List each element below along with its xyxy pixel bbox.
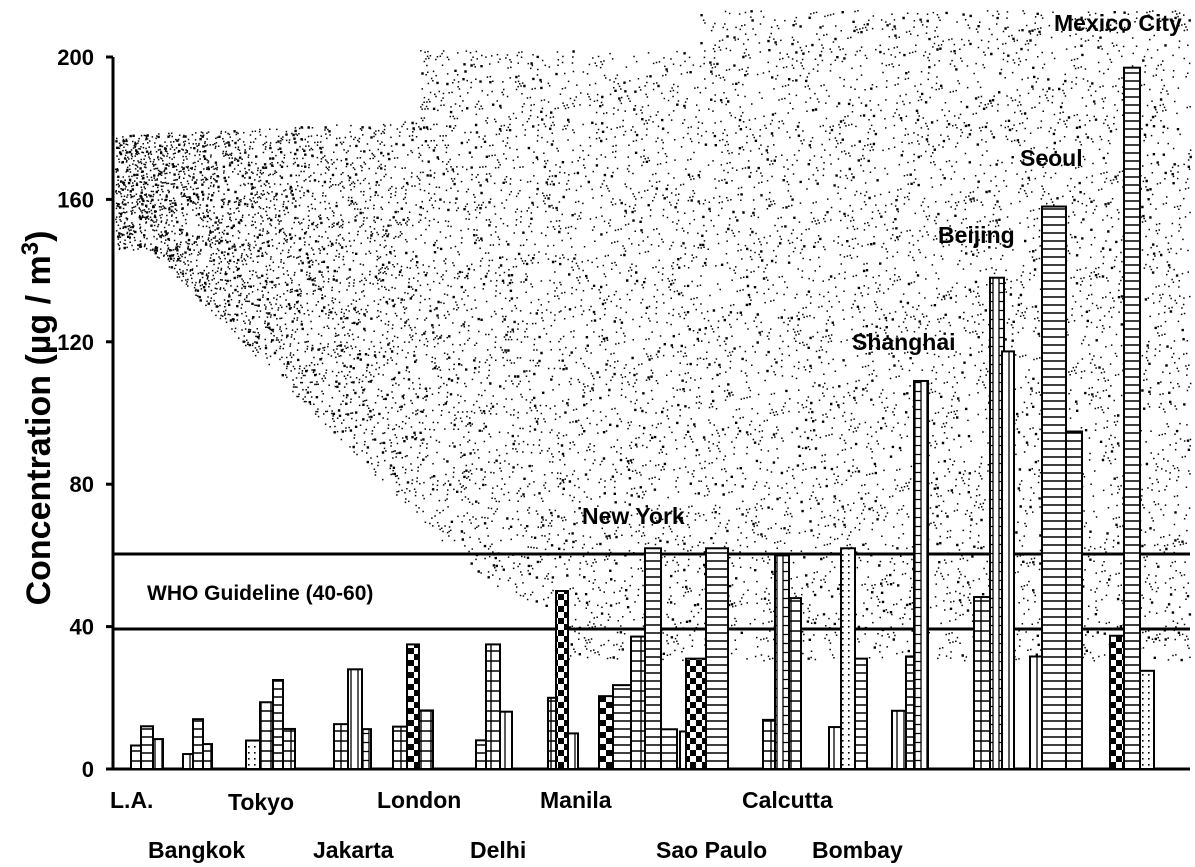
tower-0-1 (140, 725, 154, 771)
tower-8-2 (705, 547, 729, 771)
tower-2-2 (272, 679, 284, 770)
city-label-seoul: Seoul (1020, 145, 1083, 171)
building-calcutta (762, 554, 802, 771)
tower-0-2 (152, 738, 164, 771)
tower-7-2 (630, 635, 646, 770)
tower-12-2 (1001, 350, 1015, 770)
tower-2-3 (282, 727, 296, 771)
tower-9-2 (788, 597, 802, 770)
building-new-york (598, 547, 678, 771)
city-label-bangkok: Bangkok (148, 837, 245, 863)
tower-3-2 (361, 728, 372, 770)
city-label-sao-paulo: Sao Paulo (656, 837, 767, 863)
building-bangkok (182, 718, 213, 771)
building-l-a- (130, 725, 164, 771)
tower-7-0 (598, 695, 614, 771)
tower-11-0 (891, 709, 907, 771)
city-label-l-a-: L.A. (110, 787, 153, 813)
tower-2-1 (259, 701, 274, 770)
tower-10-2 (854, 657, 868, 771)
y-tick-label-0: 0 (82, 757, 94, 782)
tower-6-1 (555, 590, 569, 770)
building-beijing (973, 276, 1015, 770)
tower-11-2 (913, 379, 929, 770)
city-label-london: London (377, 787, 461, 813)
building-jakarta (333, 668, 372, 771)
tower-14-1 (1123, 66, 1141, 771)
tower-13-2 (1065, 430, 1083, 770)
y-tick-label-120: 120 (57, 330, 94, 355)
tower-14-2 (1139, 669, 1155, 770)
city-label-delhi: Delhi (470, 837, 526, 863)
tower-3-0 (333, 723, 349, 770)
who-guideline-label: WHO Guideline (40-60) (147, 582, 373, 605)
city-label-beijing: Beijing (938, 222, 1015, 248)
city-buildings (130, 66, 1155, 771)
building-mexico-city (1109, 66, 1155, 771)
tower-3-1 (347, 668, 363, 771)
y-tick-label-80: 80 (70, 472, 94, 497)
city-label-shanghai: Shanghai (852, 329, 956, 355)
tower-9-1 (774, 554, 790, 771)
y-tick-label-40: 40 (70, 615, 94, 640)
city-label-manila: Manila (540, 787, 612, 813)
tower-4-1 (406, 643, 420, 771)
city-label-mexico-city: Mexico City (1054, 10, 1182, 36)
tower-5-1 (485, 643, 501, 771)
y-tick-label-200: 200 (57, 45, 94, 70)
y-ticks: 0 40 80 120 160 200 (57, 45, 113, 782)
y-axis-title: Concentration (µg / m3) (17, 231, 58, 606)
city-label-bombay: Bombay (812, 837, 903, 863)
building-sao-paulo (679, 547, 729, 771)
tower-12-0 (973, 596, 991, 770)
tower-2-0 (245, 739, 261, 771)
building-seoul (1029, 205, 1083, 771)
tower-8-1 (685, 657, 709, 771)
tower-1-2 (202, 743, 213, 771)
tower-6-2 (567, 732, 579, 771)
city-label-tokyo: Tokyo (228, 789, 294, 815)
tower-13-1 (1041, 205, 1067, 770)
building-manila (547, 590, 579, 771)
city-label-new-york: New York (582, 503, 685, 529)
tower-9-0 (762, 718, 776, 771)
tower-4-0 (392, 725, 408, 770)
y-tick-label-160: 160 (57, 187, 94, 212)
building-bombay (828, 547, 868, 771)
tower-4-2 (418, 709, 434, 770)
tower-1-1 (192, 718, 204, 770)
tower-5-0 (475, 739, 487, 770)
tower-7-1 (612, 684, 632, 770)
tower-10-1 (840, 547, 856, 771)
city-label-jakarta: Jakarta (313, 837, 394, 863)
city-label-calcutta: Calcutta (742, 787, 833, 813)
tower-10-0 (828, 726, 842, 770)
building-london (392, 643, 434, 771)
tower-5-2 (499, 710, 513, 771)
building-delhi (475, 643, 513, 771)
tower-7-3 (644, 547, 662, 771)
tower-7-4 (660, 728, 678, 770)
city-labels: L.A. Bangkok Tokyo Jakarta London Delhi Manila… (110, 10, 1182, 863)
building-shanghai (891, 379, 929, 771)
building-tokyo (245, 679, 296, 771)
